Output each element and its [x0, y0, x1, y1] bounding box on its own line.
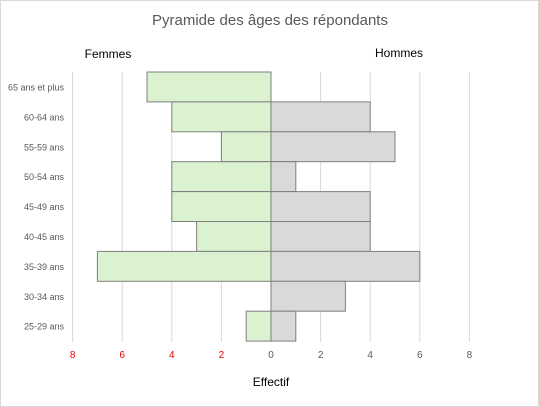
femmes-bar	[245, 310, 272, 342]
legend-hommes: Hommes	[375, 46, 423, 60]
x-tick-label: 4	[367, 350, 373, 361]
x-tick-label: 8	[70, 350, 76, 361]
chart-title: Pyramide des âges des répondants	[152, 12, 388, 29]
hommes-bar	[270, 161, 297, 193]
femmes-bar	[171, 161, 272, 193]
category-label: 40-45 ans	[24, 232, 65, 242]
x-tick-label: 6	[417, 350, 423, 361]
hommes-bars	[270, 101, 421, 342]
hommes-bar	[270, 131, 396, 163]
x-tick-label: 2	[219, 350, 225, 361]
category-label: 65 ans et plus	[8, 82, 65, 92]
femmes-bar	[171, 101, 272, 133]
hommes-bar	[270, 280, 346, 312]
x-axis-title: Effectif	[253, 375, 290, 389]
category-label: 60-64 ans	[24, 112, 65, 122]
femmes-bar	[171, 191, 272, 223]
x-tick-label: 6	[119, 350, 125, 361]
x-tick-label: 8	[467, 350, 473, 361]
category-labels: 65 ans et plus 60-64 ans 55-59 ans 50-54 an…	[8, 82, 65, 331]
category-label: 35-39 ans	[24, 262, 65, 272]
legend-femmes: Femmes	[85, 47, 132, 61]
femmes-bar	[220, 131, 272, 163]
femmes-bar	[96, 250, 272, 282]
category-label: 45-49 ans	[24, 202, 65, 212]
x-tick-label: 0	[268, 350, 274, 361]
category-label: 55-59 ans	[24, 142, 65, 152]
hommes-bar	[270, 191, 371, 223]
category-label: 50-54 ans	[24, 172, 65, 182]
category-label: 25-29 ans	[24, 322, 65, 332]
femmes-bar	[196, 221, 272, 252]
hommes-bar	[270, 310, 297, 342]
hommes-bar	[270, 221, 371, 252]
category-label: 30-34 ans	[24, 292, 65, 302]
femmes-bars	[96, 71, 272, 342]
hommes-bar	[270, 250, 421, 282]
x-tick-label: 2	[318, 350, 324, 361]
femmes-bar	[146, 71, 272, 103]
x-tick-label: 4	[169, 350, 175, 361]
x-tick-labels: 8 6 4 2 0 2 4 6 8	[70, 350, 473, 361]
hommes-bar	[270, 101, 371, 133]
